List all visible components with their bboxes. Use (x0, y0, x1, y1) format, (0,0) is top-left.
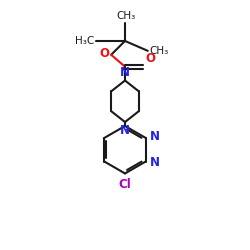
Text: O: O (146, 52, 156, 65)
Text: N: N (120, 124, 130, 137)
Text: CH₃: CH₃ (116, 11, 136, 21)
Text: N: N (150, 156, 160, 169)
Text: H₃C: H₃C (75, 36, 94, 46)
Text: O: O (99, 47, 109, 60)
Text: N: N (120, 66, 130, 78)
Text: N: N (150, 130, 160, 143)
Text: CH₃: CH₃ (150, 46, 169, 56)
Text: Cl: Cl (119, 178, 132, 192)
